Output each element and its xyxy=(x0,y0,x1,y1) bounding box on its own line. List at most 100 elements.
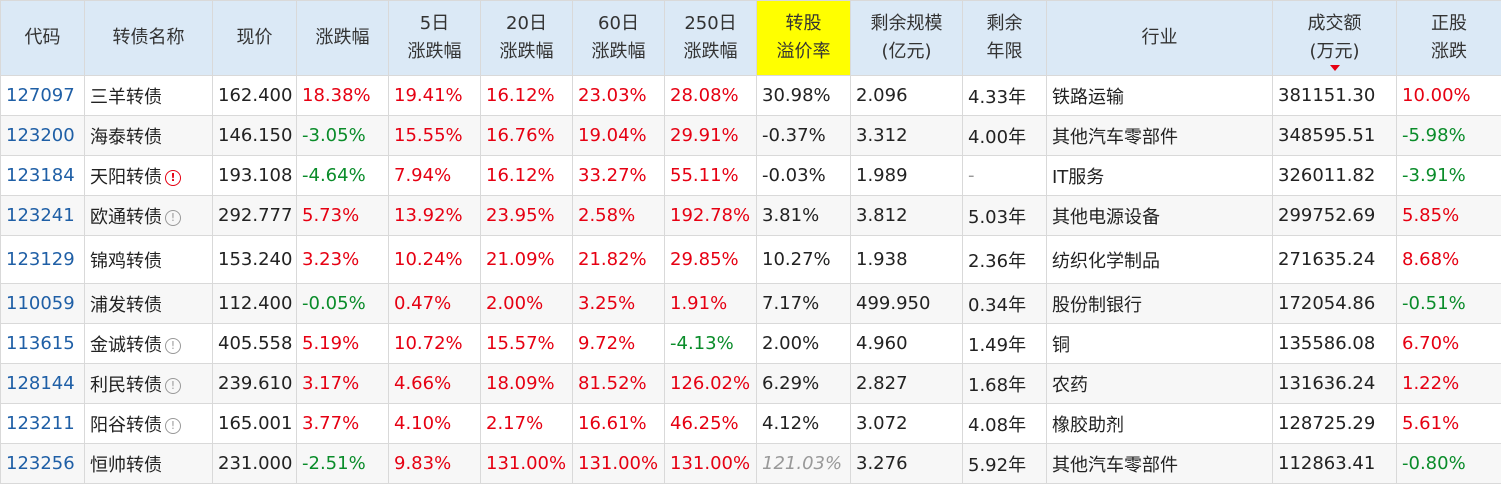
header-code[interactable]: 代码 xyxy=(0,0,85,76)
header-label: 成交额 (万元) xyxy=(1307,13,1362,62)
warning-icon[interactable]: ! xyxy=(165,169,181,186)
price-cell: 162.400 xyxy=(212,75,297,116)
turnover-cell: 131636.24 xyxy=(1272,363,1397,404)
bond-code-link[interactable]: 123211 xyxy=(0,403,85,444)
stock-change-cell: -3.91% xyxy=(1396,155,1501,196)
premium-cell: -0.37% xyxy=(756,115,851,156)
info-icon[interactable]: ! xyxy=(165,377,181,394)
header-chg[interactable]: 涨跌幅 xyxy=(296,0,389,76)
sort-desc-icon[interactable] xyxy=(1329,65,1340,71)
change-cell: 18.38% xyxy=(296,75,389,116)
bond-name: 金诚转债 xyxy=(90,334,162,356)
change-5d-cell: 7.94% xyxy=(388,155,481,196)
stock-change-cell: -0.80% xyxy=(1396,443,1501,484)
change-250d-cell: 126.02% xyxy=(664,363,757,404)
header-years[interactable]: 剩余 年限 xyxy=(962,0,1047,76)
bond-code-link[interactable]: 123184 xyxy=(0,155,85,196)
table-row[interactable]: 128144 利民转债! 239.610 3.17% 4.66% 18.09% 81.52%… xyxy=(0,363,1501,404)
bond-code-link[interactable]: 123200 xyxy=(0,115,85,156)
bond-code-link[interactable]: 123241 xyxy=(0,195,85,236)
turnover-cell: 299752.69 xyxy=(1272,195,1397,236)
scale-cell: 4.960 xyxy=(850,323,963,364)
header-d60[interactable]: 60日 涨跌幅 xyxy=(572,0,665,76)
change-20d-cell: 131.00% xyxy=(480,443,573,484)
header-industry[interactable]: 行业 xyxy=(1046,0,1273,76)
price-cell: 231.000 xyxy=(212,443,297,484)
bond-code-link[interactable]: 110059 xyxy=(0,283,85,324)
change-60d-cell: 16.61% xyxy=(572,403,665,444)
price-cell: 405.558 xyxy=(212,323,297,364)
change-cell: -3.05% xyxy=(296,115,389,156)
scale-cell: 3.812 xyxy=(850,195,963,236)
header-label: 转债名称 xyxy=(112,27,185,48)
bond-code-link[interactable]: 113615 xyxy=(0,323,85,364)
turnover-cell: 271635.24 xyxy=(1272,235,1397,284)
bond-code-link[interactable]: 123256 xyxy=(0,443,85,484)
header-premium[interactable]: 转股 溢价率 xyxy=(756,0,851,76)
header-d250[interactable]: 250日 涨跌幅 xyxy=(664,0,757,76)
table-row[interactable]: 123129 锦鸡转债 153.240 3.23% 10.24% 21.09% 21.82%… xyxy=(0,235,1501,284)
change-cell: -2.51% xyxy=(296,443,389,484)
bond-name: 利民转债 xyxy=(90,374,162,396)
premium-cell: 6.29% xyxy=(756,363,851,404)
change-5d-cell: 4.66% xyxy=(388,363,481,404)
change-250d-cell: 55.11% xyxy=(664,155,757,196)
table-row[interactable]: 123211 阳谷转债! 165.001 3.77% 4.10% 2.17% 16.61% 4… xyxy=(0,403,1501,444)
bond-name-cell: 恒帅转债 xyxy=(84,443,213,484)
price-cell: 146.150 xyxy=(212,115,297,156)
header-label: 正股 涨跌 xyxy=(1431,13,1467,62)
table-row[interactable]: 113615 金诚转债! 405.558 5.19% 10.72% 15.57% 9.72%… xyxy=(0,323,1501,364)
table-row[interactable]: 123241 欧通转债! 292.777 5.73% 13.92% 23.95% 2.58%… xyxy=(0,195,1501,236)
header-label: 现价 xyxy=(236,27,273,48)
bond-name-cell: 海泰转债 xyxy=(84,115,213,156)
info-icon[interactable]: ! xyxy=(165,337,181,354)
header-stock-chg[interactable]: 正股 涨跌 xyxy=(1396,0,1501,76)
change-60d-cell: 81.52% xyxy=(572,363,665,404)
header-label: 剩余 年限 xyxy=(986,13,1023,62)
bond-code-link[interactable]: 128144 xyxy=(0,363,85,404)
header-label: 转股 溢价率 xyxy=(776,13,831,62)
table-row[interactable]: 110059 浦发转债 112.400 -0.05% 0.47% 2.00% 3.25% 1.… xyxy=(0,283,1501,324)
scale-cell: 2.096 xyxy=(850,75,963,116)
header-label: 行业 xyxy=(1141,27,1178,48)
bond-code-link[interactable]: 127097 xyxy=(0,75,85,116)
header-turnover[interactable]: 成交额 (万元) xyxy=(1272,0,1397,76)
header-d20[interactable]: 20日 涨跌幅 xyxy=(480,0,573,76)
price-cell: 193.108 xyxy=(212,155,297,196)
years-cell: 5.03年 xyxy=(962,195,1047,236)
bond-name-cell: 欧通转债! xyxy=(84,195,213,236)
change-5d-cell: 15.55% xyxy=(388,115,481,156)
bond-name: 锦鸡转债 xyxy=(90,250,162,272)
header-d5[interactable]: 5日 涨跌幅 xyxy=(388,0,481,76)
header-name[interactable]: 转债名称 xyxy=(84,0,213,76)
change-cell: 3.77% xyxy=(296,403,389,444)
header-price[interactable]: 现价 xyxy=(212,0,297,76)
header-label: 剩余规模 (亿元) xyxy=(870,13,943,62)
info-icon[interactable]: ! xyxy=(165,417,181,434)
table-row[interactable]: 127097 三羊转债 162.400 18.38% 19.41% 16.12% 23.03… xyxy=(0,75,1501,116)
header-scale[interactable]: 剩余规模 (亿元) xyxy=(850,0,963,76)
table-row[interactable]: 123256 恒帅转债 231.000 -2.51% 9.83% 131.00% 131.0… xyxy=(0,443,1501,484)
change-20d-cell: 2.17% xyxy=(480,403,573,444)
change-20d-cell: 2.00% xyxy=(480,283,573,324)
bond-code-link[interactable]: 123129 xyxy=(0,235,85,284)
years-cell: 4.00年 xyxy=(962,115,1047,156)
scale-cell: 3.312 xyxy=(850,115,963,156)
change-250d-cell: 131.00% xyxy=(664,443,757,484)
scale-cell: 3.276 xyxy=(850,443,963,484)
change-250d-cell: 46.25% xyxy=(664,403,757,444)
info-icon[interactable]: ! xyxy=(165,209,181,226)
change-60d-cell: 9.72% xyxy=(572,323,665,364)
change-60d-cell: 2.58% xyxy=(572,195,665,236)
scale-cell: 1.938 xyxy=(850,235,963,284)
change-cell: 5.73% xyxy=(296,195,389,236)
change-cell: 3.23% xyxy=(296,235,389,284)
table-row[interactable]: 123184 天阳转债! 193.108 -4.64% 7.94% 16.12% 33.27… xyxy=(0,155,1501,196)
premium-cell: 2.00% xyxy=(756,323,851,364)
change-5d-cell: 10.24% xyxy=(388,235,481,284)
change-60d-cell: 3.25% xyxy=(572,283,665,324)
stock-change-cell: 8.68% xyxy=(1396,235,1501,284)
turnover-cell: 172054.86 xyxy=(1272,283,1397,324)
table-row[interactable]: 123200 海泰转债 146.150 -3.05% 15.55% 16.76% 19.04… xyxy=(0,115,1501,156)
bond-name: 阳谷转债 xyxy=(90,414,162,436)
